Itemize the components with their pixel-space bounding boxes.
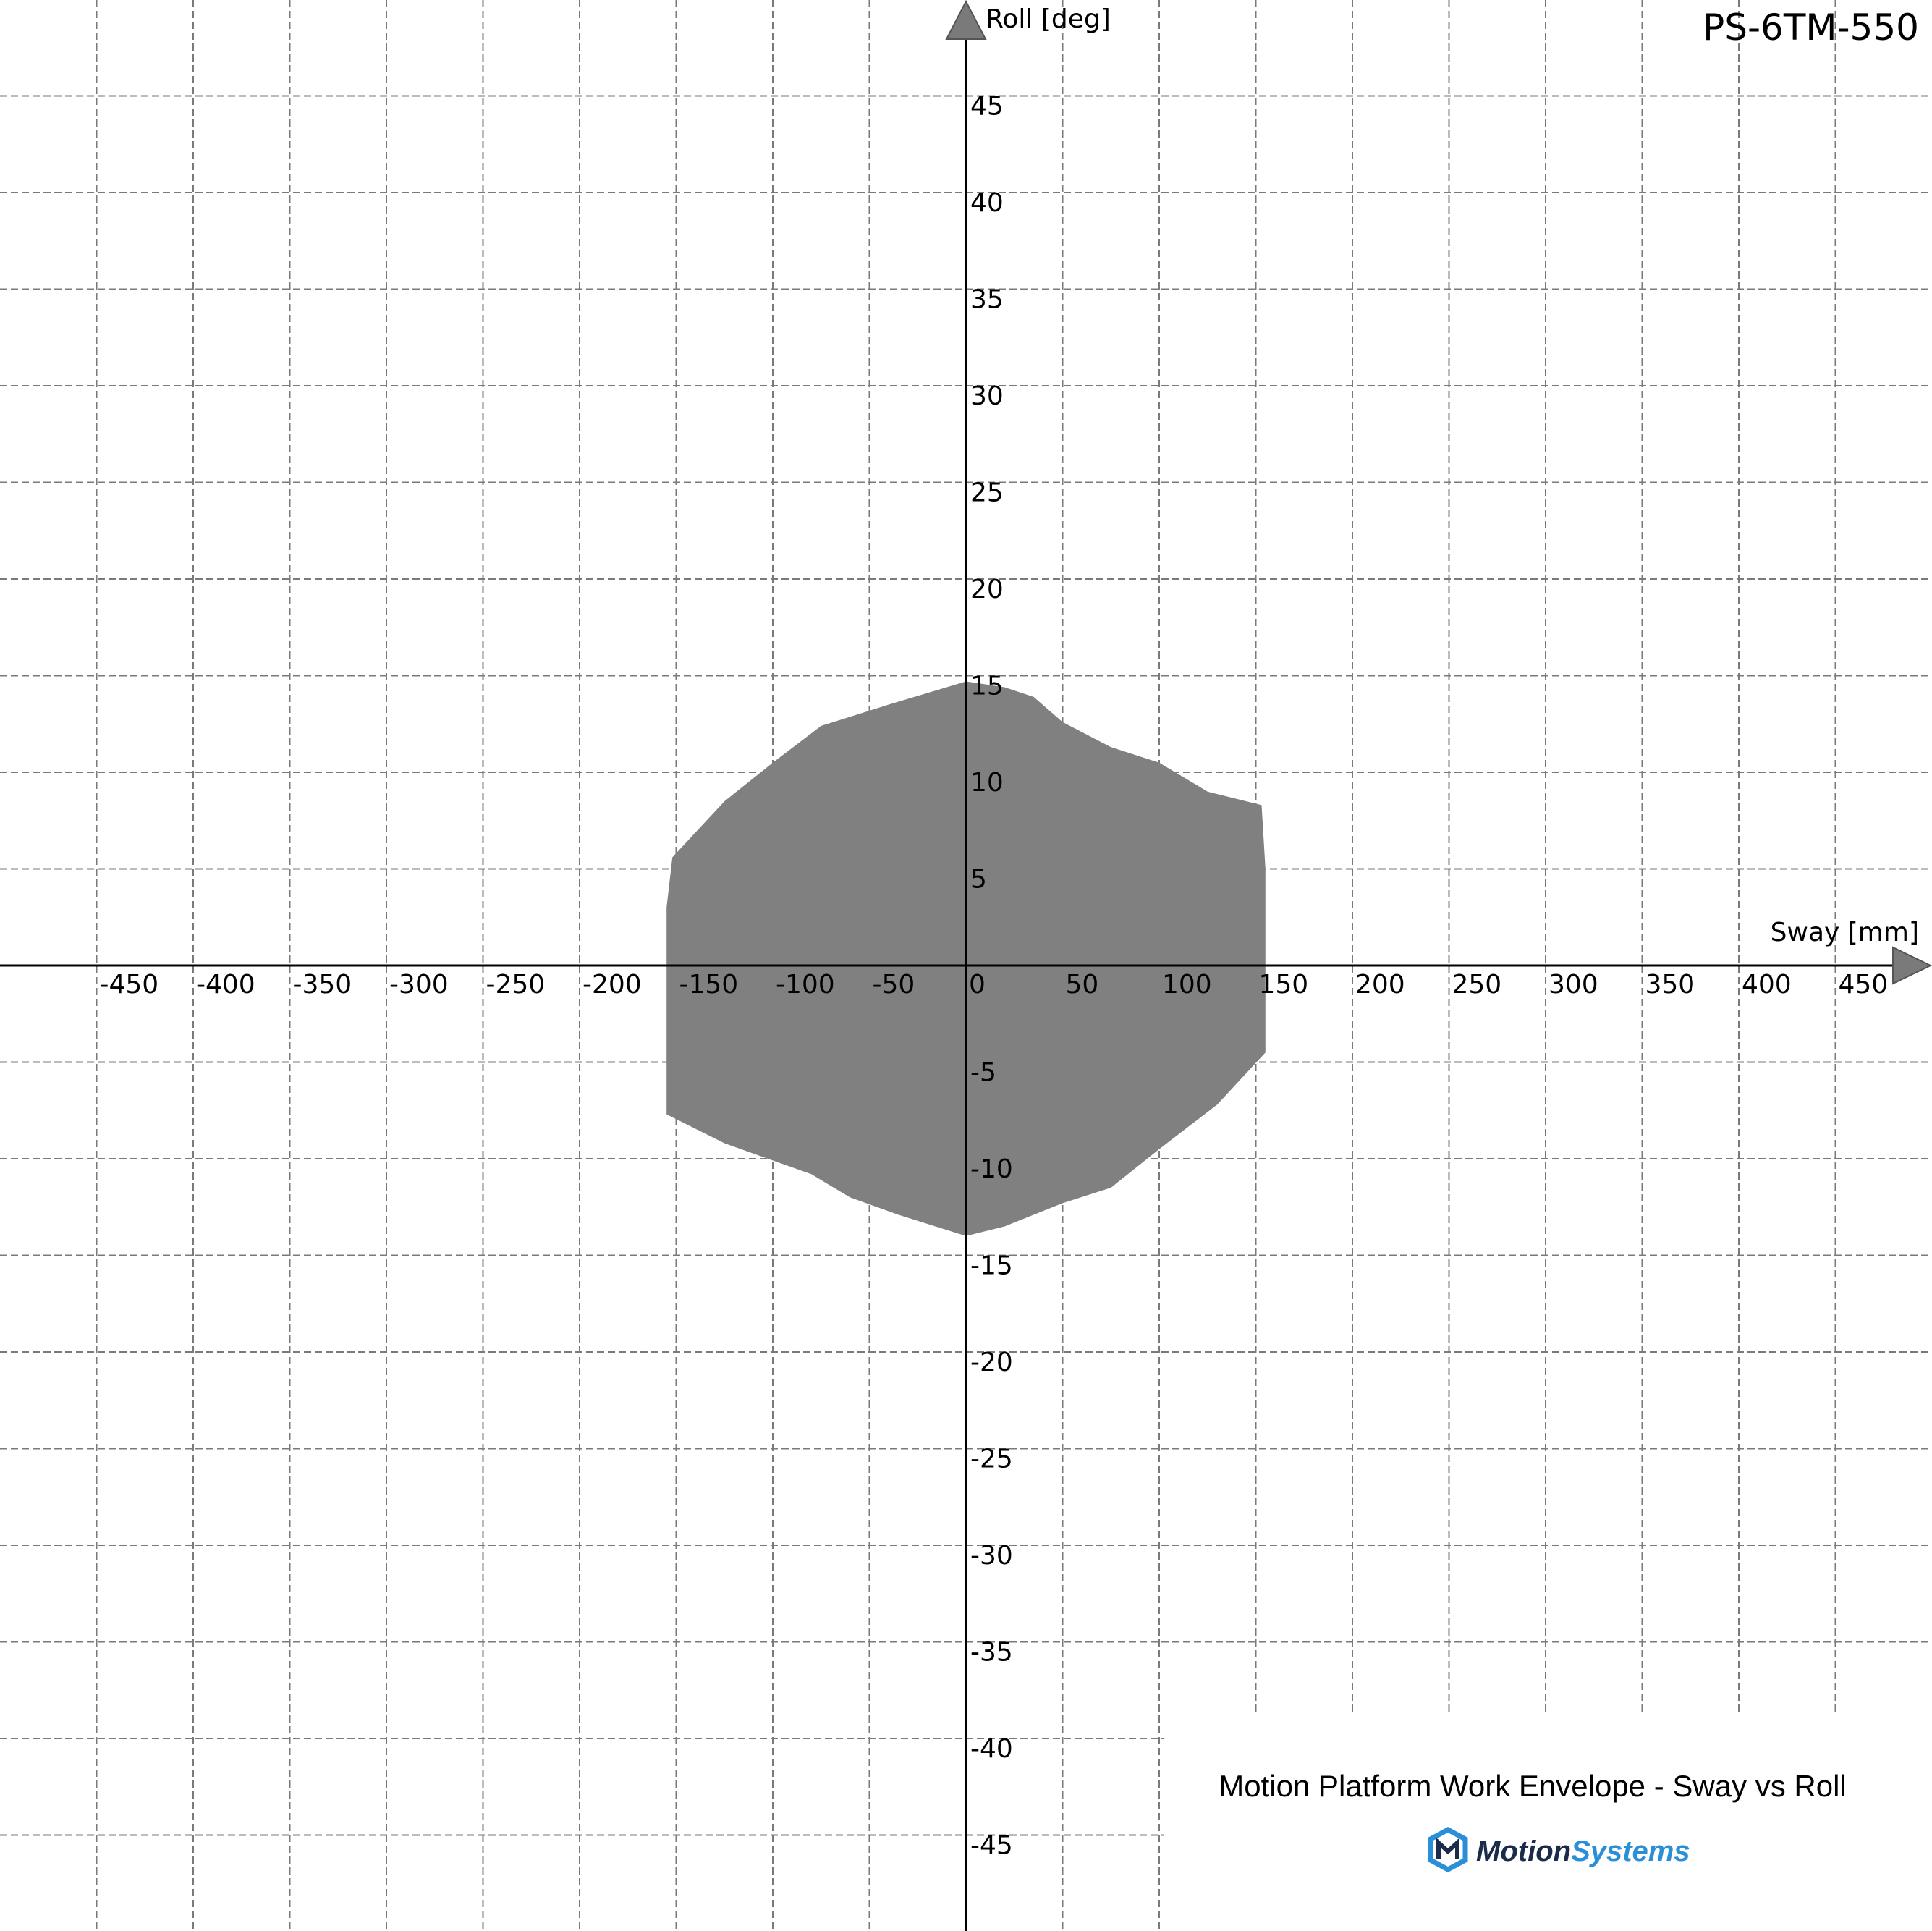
x-tick-label: 0 xyxy=(969,970,986,1000)
x-tick-label: -400 xyxy=(196,970,255,1000)
y-tick-label: 20 xyxy=(970,575,1004,604)
y-tick-label: 45 xyxy=(970,92,1004,122)
x-tick-label: 150 xyxy=(1259,970,1309,1000)
chart-subtitle: Motion Platform Work Envelope - Sway vs … xyxy=(1219,1769,1847,1803)
brand-name-suffix: Systems xyxy=(1571,1835,1690,1867)
x-tick-label: 350 xyxy=(1645,970,1695,1000)
x-tick-labels: -450 -400 -350 -300 -250 -200 -150 -100 -50 0 50 10… xyxy=(100,970,1889,1000)
x-tick-label: 250 xyxy=(1452,970,1502,1000)
y-tick-label: -10 xyxy=(970,1154,1013,1184)
y-tick-label: -20 xyxy=(970,1348,1013,1377)
brand-name-prefix: Motion xyxy=(1476,1835,1571,1867)
y-tick-label: 40 xyxy=(970,188,1004,218)
y-tick-label: 30 xyxy=(970,381,1004,411)
x-tick-label: -250 xyxy=(486,970,546,1000)
y-tick-label: 15 xyxy=(970,672,1004,701)
y-axis-label: Roll [deg] xyxy=(986,4,1111,34)
x-tick-label: -50 xyxy=(873,970,915,1000)
model-name: PS-6TM-550 xyxy=(1703,7,1919,48)
y-tick-label: -35 xyxy=(970,1638,1013,1668)
motion-systems-logo-icon xyxy=(1428,1827,1468,1872)
x-tick-label: -450 xyxy=(100,970,159,1000)
y-tick-label: -45 xyxy=(970,1831,1013,1861)
y-tick-label: 5 xyxy=(970,865,987,895)
legend-panel xyxy=(1164,1712,1932,1931)
y-tick-labels: 45 40 35 30 25 20 15 10 5 -5 -10 -15 -20 -25 -30 -35 -40… xyxy=(970,92,1013,1861)
x-tick-label: 450 xyxy=(1839,970,1889,1000)
x-tick-label: -100 xyxy=(776,970,835,1000)
x-axis-label: Sway [mm] xyxy=(1771,918,1919,947)
y-tick-label: 10 xyxy=(970,768,1004,798)
y-tick-label: -15 xyxy=(970,1251,1013,1281)
y-tick-label: -30 xyxy=(970,1541,1013,1571)
x-tick-label: -150 xyxy=(679,970,739,1000)
x-tick-label: 100 xyxy=(1162,970,1212,1000)
y-tick-label: 35 xyxy=(970,285,1004,315)
x-tick-label: 200 xyxy=(1355,970,1405,1000)
x-axis-arrow-icon xyxy=(1892,946,1932,985)
y-tick-label: -5 xyxy=(970,1058,996,1088)
brand-logo: MotionSystems xyxy=(1428,1827,1690,1872)
x-tick-label: 400 xyxy=(1742,970,1792,1000)
y-axis-arrow-icon xyxy=(945,0,987,40)
x-tick-label: 300 xyxy=(1548,970,1598,1000)
x-tick-label: 50 xyxy=(1066,970,1099,1000)
y-tick-label: 25 xyxy=(970,478,1004,508)
y-tick-label: -40 xyxy=(970,1734,1013,1764)
x-tick-label: -200 xyxy=(582,970,642,1000)
x-tick-label: -300 xyxy=(389,970,449,1000)
y-tick-label: -25 xyxy=(970,1445,1013,1474)
x-tick-label: -350 xyxy=(293,970,352,1000)
brand-name: MotionSystems xyxy=(1476,1835,1690,1867)
